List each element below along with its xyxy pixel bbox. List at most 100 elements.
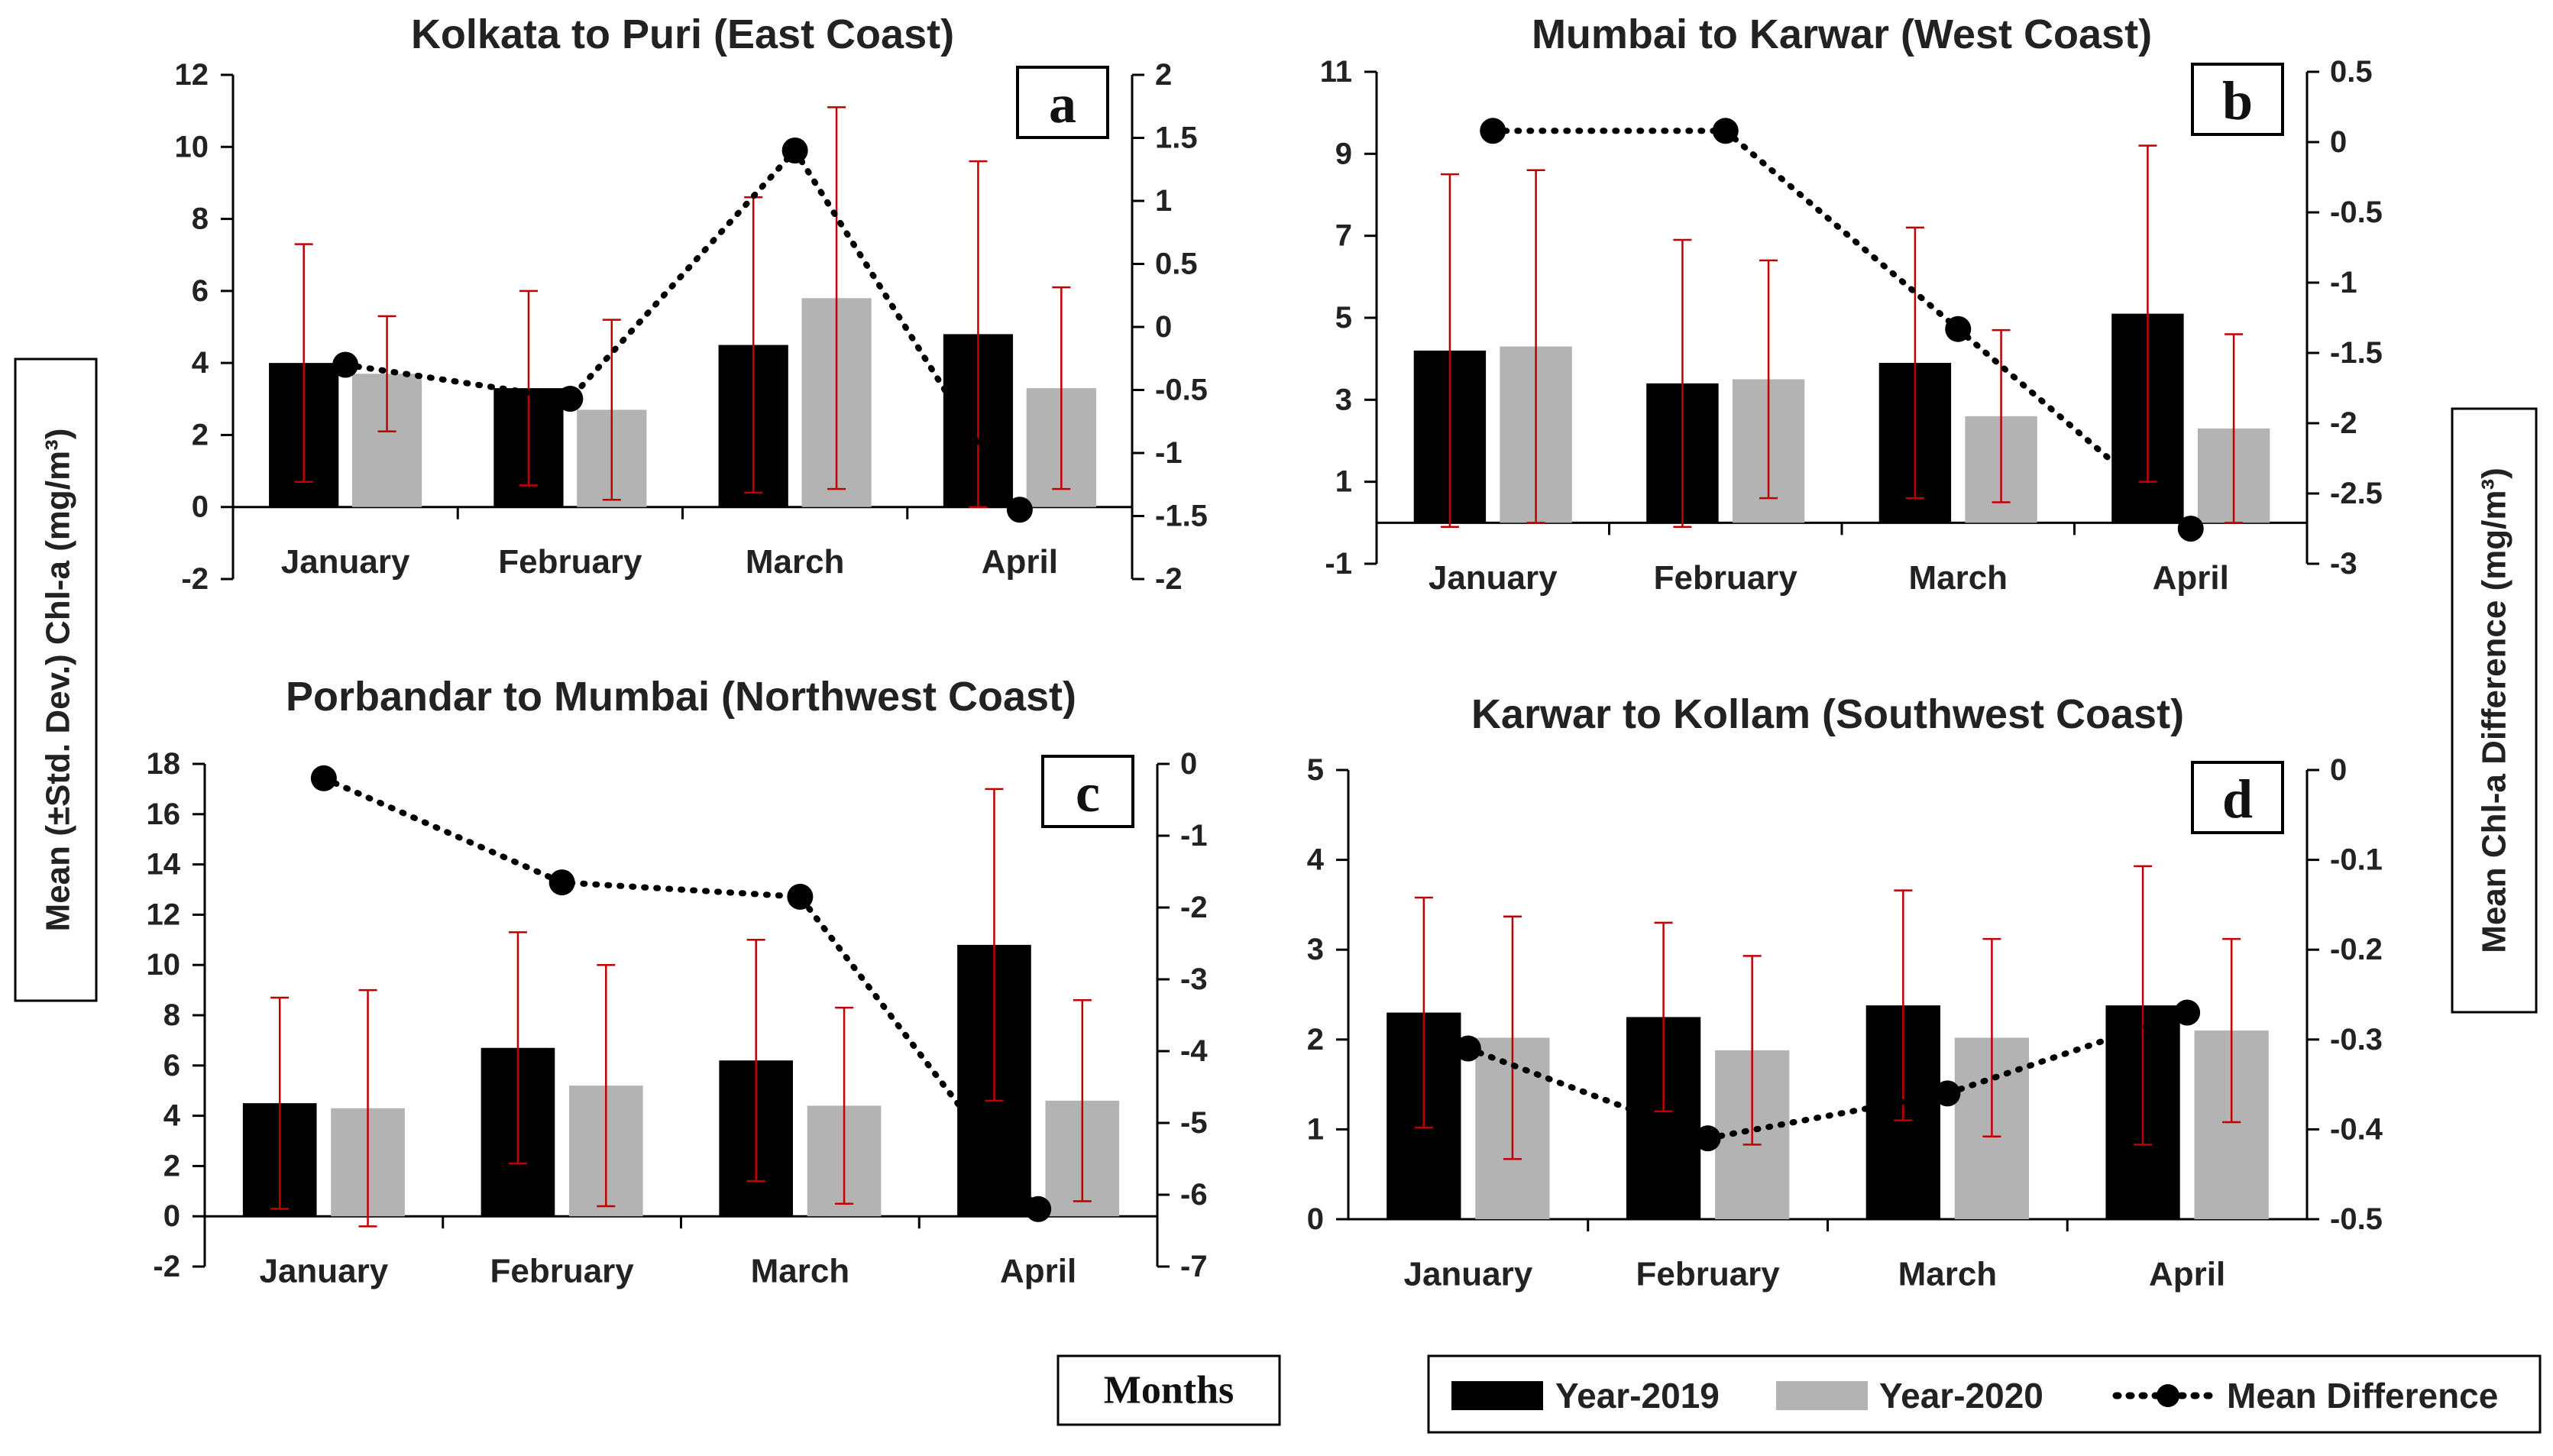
error-bar — [2134, 865, 2153, 1146]
mean-difference-point — [557, 386, 584, 413]
panel-letter: a — [1049, 73, 1076, 134]
y-left-tick-label: 8 — [192, 202, 209, 236]
x-tick-label: March — [746, 543, 845, 581]
error-bar — [969, 160, 988, 508]
mean-difference-point — [1694, 1125, 1721, 1152]
y-left-tick-label: 2 — [163, 1149, 180, 1183]
y-left-tick-label: 6 — [192, 274, 209, 308]
mean-difference-point — [332, 351, 359, 378]
mean-difference-point — [310, 765, 337, 791]
panel-letter: b — [2222, 70, 2253, 131]
y-right-tick-label: -0.3 — [2330, 1023, 2383, 1056]
y-left-tick-label: 1 — [1335, 465, 1352, 499]
error-bar — [835, 1006, 854, 1205]
chart-title: Karwar to Kollam (Southwest Coast) — [1471, 691, 2184, 737]
x-tick-label: March — [1908, 559, 2008, 597]
error-bar — [2138, 144, 2157, 483]
y-left-tick-label: 18 — [147, 747, 181, 781]
error-bar — [746, 939, 765, 1183]
y-left-tick-label: 9 — [1335, 137, 1352, 170]
error-bar — [1673, 238, 1692, 528]
y-left-tick-label: 4 — [163, 1099, 181, 1133]
error-bar — [1982, 937, 2001, 1138]
legend: Year-2019 Year-2020 Mean Difference — [1427, 1354, 2542, 1434]
error-bar — [1414, 896, 1433, 1129]
error-bar — [1894, 889, 1913, 1121]
y-left-tick-label: 11 — [1320, 55, 1352, 89]
error-bar — [1052, 286, 1071, 490]
error-bar — [270, 996, 290, 1210]
chart-title: Mumbai to Karwar (West Coast) — [1532, 11, 2152, 57]
legend-swatch-2019 — [1451, 1381, 1543, 1410]
y-left-tick-label: 0 — [163, 1199, 180, 1233]
y-right-tick-label: -1.5 — [2330, 336, 2383, 370]
error-bar — [2222, 937, 2241, 1124]
mean-difference-line — [342, 145, 1023, 513]
y-left-tick-label: 0 — [1307, 1202, 1324, 1236]
y-left-tick-label: 5 — [1335, 301, 1352, 335]
panel-letter-box — [2191, 63, 2284, 136]
y-left-tick-label: -2 — [153, 1250, 180, 1283]
panel-letter: d — [2222, 768, 2253, 830]
y-left-tick-label: 4 — [1307, 843, 1325, 877]
mean-difference-line — [1464, 1009, 2191, 1142]
y-right-tick-label: -0.4 — [2330, 1112, 2383, 1146]
y-right-label: Mean Chl-a Difference (mg/m³) — [2476, 468, 2513, 953]
panel-b: Mumbai to Karwar (West Coast) -1 1 3 5 7 9 11 -3… — [1320, 11, 2383, 597]
error-bar — [1905, 226, 1924, 500]
panel-c: Porbandar to Mumbai (Northwest Coast) -2 0… — [147, 674, 1209, 1290]
error-bar — [597, 963, 616, 1208]
error-bar — [1073, 999, 1092, 1202]
error-bar — [1526, 169, 1545, 524]
error-bar — [508, 931, 527, 1165]
y-right-tick-label: -3 — [1180, 963, 1208, 996]
x-tick-label: January — [259, 1253, 388, 1290]
y-right-tick-label: -0.1 — [2330, 843, 2383, 877]
y-left-tick-label: 14 — [147, 848, 181, 882]
y-left-label-box: Mean (±Std. Dev.) Chl-a (mg/m³) — [14, 358, 98, 1002]
x-tick-label: February — [498, 543, 642, 581]
mean-difference-point — [1934, 1080, 1961, 1107]
mean-difference-point — [1945, 315, 1972, 342]
y-left-tick-label: 3 — [1335, 383, 1352, 416]
mean-difference-point — [2174, 999, 2201, 1026]
mean-difference-point — [787, 883, 814, 910]
legend-mean-diff-marker — [2157, 1384, 2179, 1407]
error-bar — [1759, 259, 1778, 500]
x-tick-label: April — [2153, 559, 2229, 597]
y-right-tick-label: 0 — [1155, 310, 1172, 344]
x-tick-label: February — [490, 1253, 634, 1290]
x-tick-label: April — [1000, 1253, 1076, 1290]
y-left-tick-label: 5 — [1307, 753, 1324, 787]
x-tick-label: March — [1898, 1256, 1998, 1293]
y-right-tick-label: -0.5 — [2330, 196, 2383, 229]
error-bar — [985, 788, 1004, 1102]
y-right-tick-label: -0.5 — [1155, 374, 1208, 407]
y-left-tick-label: 12 — [147, 898, 181, 931]
y-right-tick-label: -4 — [1180, 1034, 1208, 1068]
panel-letter-box — [1041, 755, 1134, 828]
y-right-tick-label: 0 — [2330, 125, 2347, 159]
y-right-tick-label: 1 — [1155, 184, 1172, 218]
y-right-tick-label: 0 — [2330, 753, 2347, 787]
y-right-label-box: Mean Chl-a Difference (mg/m³) — [2451, 407, 2538, 1014]
x-tick-label: April — [982, 543, 1058, 581]
panel-letter-box — [1016, 66, 1109, 139]
y-right-tick-label: 0 — [1180, 747, 1197, 781]
y-left-tick-label: 10 — [147, 948, 181, 982]
y-right-tick-label: -1 — [2330, 266, 2357, 299]
error-bar — [377, 315, 396, 432]
y-right-tick-label: -1.5 — [1155, 500, 1208, 533]
y-right-tick-label: -2 — [2330, 406, 2357, 440]
y-left-tick-label: 2 — [192, 418, 209, 451]
error-bar — [2225, 333, 2244, 524]
error-bar — [1654, 921, 1673, 1113]
y-left-tick-label: -1 — [1325, 547, 1352, 581]
y-right-tick-label: -2 — [1180, 891, 1208, 924]
mean-difference-point — [1025, 1196, 1052, 1222]
error-bar — [1742, 955, 1762, 1146]
error-bar — [1503, 915, 1522, 1160]
y-right-tick-label: -5 — [1180, 1106, 1208, 1140]
y-right-tick-label: -0.2 — [2330, 933, 2383, 966]
